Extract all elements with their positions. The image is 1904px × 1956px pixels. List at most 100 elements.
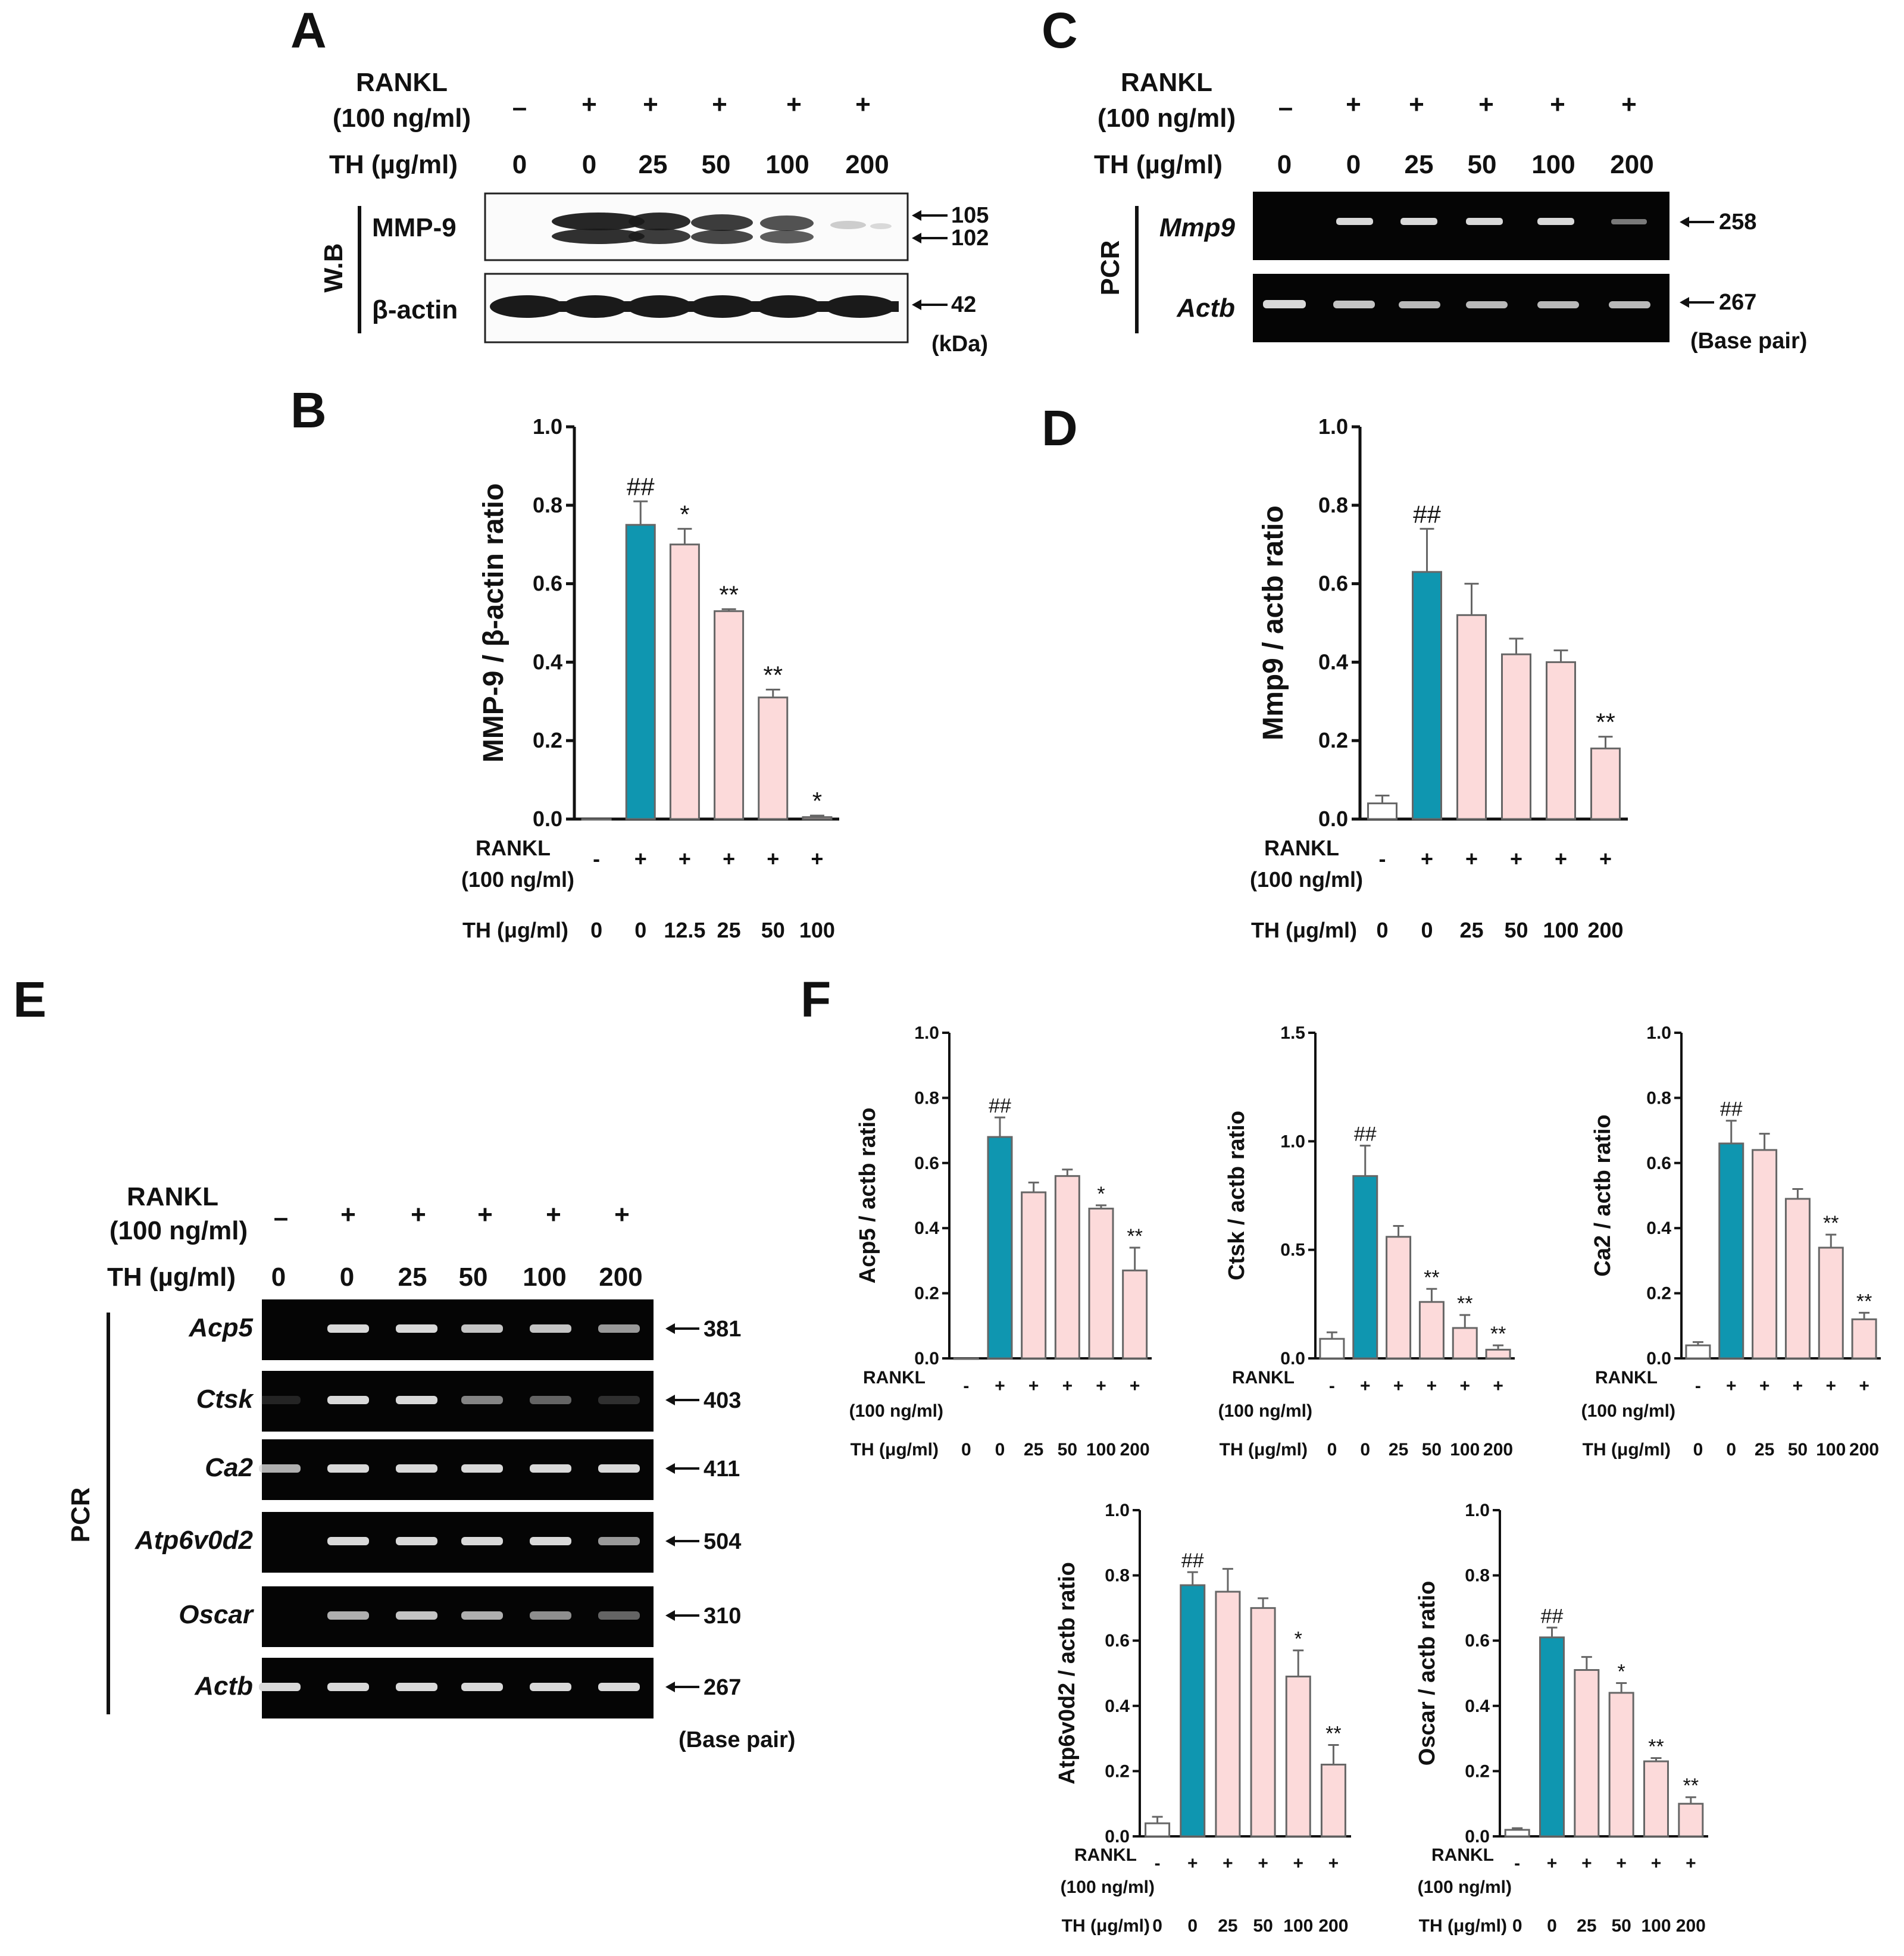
rankl-row-label: RANKL (1074, 1845, 1137, 1865)
pcr-gel-strip (262, 1371, 654, 1432)
y-tick-label: 0.4 (533, 649, 562, 674)
bar (1418, 1301, 1445, 1360)
size-unit: (Base pair) (679, 1727, 795, 1752)
th-row-label: TH (μg/ml) (1419, 1916, 1507, 1936)
pcr-gel-strip (262, 1658, 654, 1718)
significance-label: ## (627, 473, 655, 501)
significance-label: ** (1127, 1225, 1142, 1248)
bar (1678, 1802, 1704, 1838)
y-tick-label: 0.0 (1105, 1827, 1130, 1846)
y-tick-label: 0.0 (533, 807, 562, 831)
panel-a: A RANKL (100 ng/ml) TH (µg/ml) – + + + +… (290, 2, 989, 357)
x-tick-label: 0 (995, 1440, 1005, 1460)
th-row-label: TH (μg/ml) (1251, 918, 1357, 942)
rankl-sign: + (1427, 1376, 1437, 1396)
pcr-band (598, 1324, 640, 1333)
rankl-sign: + (723, 846, 735, 871)
bar (987, 1136, 1013, 1360)
panel-c-th-value: 0 (1277, 150, 1292, 179)
x-tick-label: 0 (1360, 1440, 1370, 1460)
significance-label: ## (1541, 1605, 1564, 1627)
x-tick-label: 200 (1587, 918, 1623, 942)
wb-band (760, 230, 814, 243)
significance-label: ** (1490, 1323, 1506, 1345)
y-tick-label: 0.8 (1465, 1566, 1490, 1586)
chart-f-atp6v0d2: 0.0 0.2 0.4 0.6 0.8 1.0 Atp6v0d2 / actb ratio -… (1055, 1501, 1351, 1936)
y-axis-label: Ca2 / actb ratio (1590, 1114, 1615, 1276)
size-marker-arrowhead (665, 1395, 675, 1405)
panel-e-th-value: 0 (271, 1263, 286, 1292)
x-tick-label: 12.5 (664, 918, 705, 942)
rankl-sign: - (1379, 846, 1386, 871)
x-tick-label: 50 (1253, 1916, 1273, 1936)
wb-band (552, 229, 645, 244)
panel-a-rankl-sign: – (512, 93, 527, 122)
pcr-band (396, 1611, 437, 1620)
rankl-sign: + (1510, 846, 1522, 871)
x-tick-label: 100 (1450, 1440, 1480, 1460)
panel-c-rankl-sign: – (1278, 93, 1293, 122)
y-axis-label: MMP-9 / β-actin ratio (478, 483, 509, 763)
panel-e-row-label: Atp6v0d2 (135, 1526, 254, 1555)
panel-e-rankl-sign: – (274, 1203, 288, 1232)
significance-label: * (680, 500, 689, 528)
panel-a-rankl-sign: + (855, 90, 871, 119)
panel-a-rankl-conc: (100 ng/ml) (333, 104, 471, 133)
x-tick-label: 0 (1187, 1916, 1198, 1936)
rankl-sign: + (1599, 846, 1612, 871)
y-tick-label: 1.0 (1318, 414, 1348, 439)
rankl-sign: + (1421, 846, 1433, 871)
rankl-sign: + (1062, 1376, 1073, 1396)
wb-band (870, 223, 892, 229)
pcr-band (327, 1324, 369, 1333)
y-tick-label: 0.0 (1465, 1827, 1490, 1846)
y-axis-label: Acp5 / actb ratio (855, 1108, 880, 1284)
size-marker-arrowhead (665, 1682, 675, 1692)
y-tick-label: 0.0 (914, 1349, 939, 1368)
panel-e-th-label: TH (µg/ml) (107, 1263, 236, 1292)
panel-a-rankl-sign: + (712, 90, 727, 119)
pcr-band (1609, 301, 1650, 308)
th-row-label: TH (μg/ml) (1062, 1916, 1150, 1936)
bar (1539, 1636, 1565, 1838)
rankl-row-conc: (100 ng/ml) (1061, 1877, 1155, 1897)
significance-label: ** (1457, 1292, 1472, 1315)
pcr-gel-strip (262, 1439, 654, 1500)
wb-band (494, 301, 899, 312)
bar (1851, 1318, 1877, 1360)
rankl-sign: + (1825, 1376, 1836, 1396)
panel-a-th-value: 0 (512, 150, 527, 179)
rankl-sign: + (1130, 1376, 1140, 1396)
y-tick-label: 0.8 (1105, 1566, 1130, 1586)
x-tick-label: 0 (634, 918, 646, 942)
x-tick-label: 100 (799, 918, 835, 942)
panel-a-row-label: MMP-9 (372, 213, 457, 242)
pcr-band (396, 1464, 437, 1473)
rankl-row-conc: (100 ng/ml) (1581, 1401, 1675, 1421)
rankl-row-conc: (100 ng/ml) (461, 867, 574, 892)
wb-band (552, 213, 645, 230)
panel-c-row-label: Actb (1176, 293, 1235, 323)
pcr-band (1400, 218, 1437, 225)
significance-label: ## (1181, 1549, 1204, 1572)
y-tick-label: 0.2 (1465, 1761, 1490, 1781)
panel-e-row-label: Actb (194, 1671, 253, 1701)
significance-label: * (1097, 1183, 1105, 1205)
pcr-band (530, 1324, 571, 1333)
y-tick-label: 1.0 (533, 414, 562, 439)
panel-c-rankl-sign: + (1346, 90, 1361, 119)
panel-c-th-value: 200 (1610, 150, 1653, 179)
panel-a-rankl-sign: + (643, 90, 658, 119)
significance-label: ## (1720, 1098, 1743, 1121)
y-tick-label: 1.0 (1465, 1501, 1490, 1520)
x-tick-label: 50 (1788, 1440, 1808, 1460)
panel-a-th-value: 0 (582, 150, 596, 179)
rankl-sign: + (1096, 1376, 1106, 1396)
y-tick-label: 1.0 (1646, 1023, 1671, 1043)
panel-e-letter: E (13, 971, 46, 1027)
panel-e-rankl-sign: + (340, 1200, 356, 1229)
rankl-sign: - (1514, 1854, 1520, 1873)
pcr-band (396, 1324, 437, 1333)
y-tick-label: 0.2 (1105, 1761, 1130, 1781)
y-tick-label: 0.2 (1318, 728, 1348, 752)
